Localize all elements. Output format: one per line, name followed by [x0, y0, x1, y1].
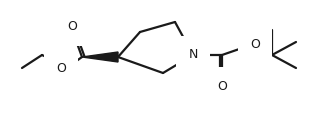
Polygon shape [82, 52, 118, 62]
Text: O: O [250, 38, 260, 52]
Text: O: O [56, 62, 66, 75]
Text: N: N [188, 48, 198, 62]
Text: O: O [217, 79, 227, 92]
Text: O: O [67, 21, 77, 33]
